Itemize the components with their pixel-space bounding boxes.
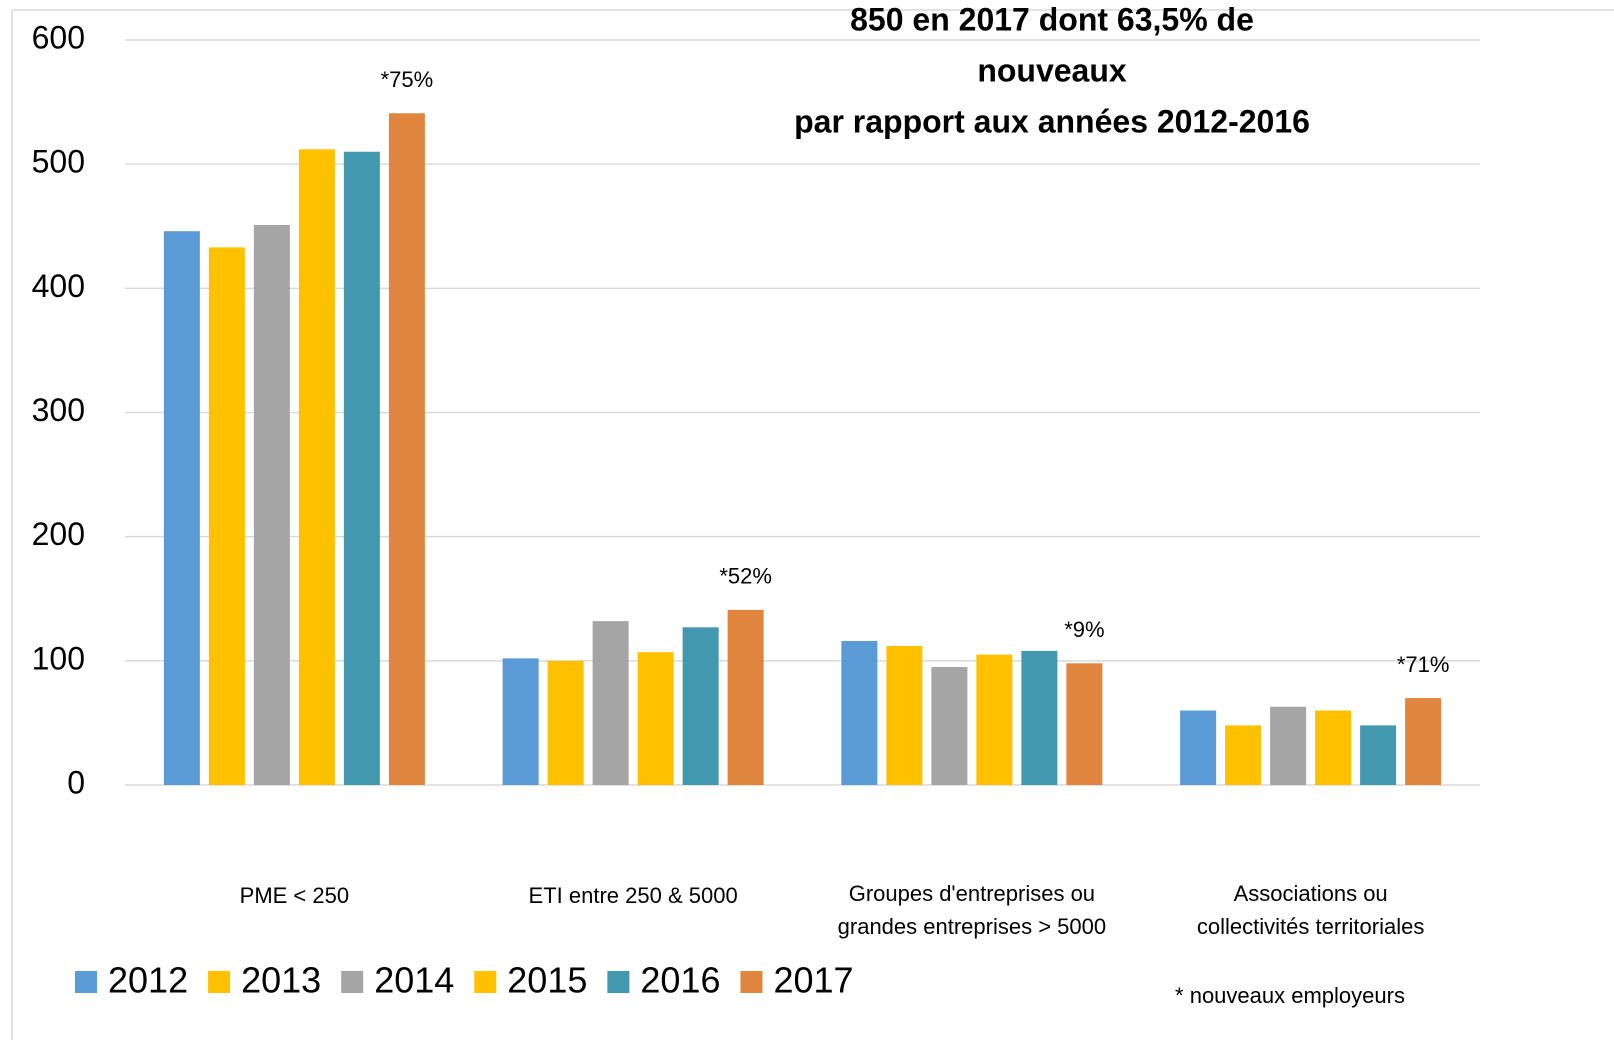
bar [1360, 725, 1397, 785]
bar [208, 247, 245, 785]
x-tick-label: Associations ou [1234, 881, 1388, 906]
bar [1066, 663, 1103, 785]
bar [388, 113, 425, 786]
legend-swatch [607, 971, 630, 993]
bar [727, 609, 764, 785]
legend-label: 2012 [108, 960, 188, 1001]
legend-swatch [740, 971, 763, 993]
legend-swatch [208, 971, 231, 993]
bar [1225, 725, 1262, 785]
x-tick-label: Groupes d'entreprises ou [849, 881, 1095, 906]
bar [1315, 710, 1352, 785]
y-tick-label: 500 [32, 144, 85, 180]
bar [253, 225, 290, 786]
bar [637, 652, 674, 785]
bar [931, 667, 968, 785]
x-tick-label: grandes entreprises > 5000 [838, 914, 1106, 939]
annotation: *71% [1397, 652, 1450, 677]
bar [682, 627, 719, 785]
bar [841, 640, 878, 785]
annotation: *75% [381, 67, 434, 92]
legend-label: 2016 [640, 960, 720, 1001]
bar [502, 658, 539, 785]
chart-title: nouveaux [977, 52, 1127, 88]
annotation: *52% [719, 564, 772, 589]
bar [547, 660, 584, 785]
legend-swatch [474, 971, 497, 993]
bar [343, 151, 380, 785]
footnote: * nouveaux employeurs [1175, 983, 1405, 1008]
legend-swatch [75, 971, 97, 993]
y-tick-label: 0 [67, 764, 85, 800]
bar [592, 621, 629, 785]
y-tick-label: 300 [32, 392, 85, 428]
legend-label: 2017 [773, 960, 853, 1001]
chart-title: 850 en 2017 dont 63,5% de [850, 1, 1254, 37]
y-tick-label: 600 [32, 19, 85, 55]
legend-swatch [341, 971, 364, 993]
x-tick-label: collectivités territoriales [1197, 914, 1424, 939]
bar [298, 149, 335, 785]
y-tick-label: 200 [32, 516, 85, 552]
bar [976, 654, 1013, 785]
legend-label: 2013 [241, 960, 321, 1001]
y-tick-label: 400 [32, 268, 85, 304]
bar [1180, 710, 1217, 785]
annotation: *9% [1064, 617, 1104, 642]
y-tick-label: 100 [32, 640, 85, 676]
bar [1270, 706, 1307, 785]
bar [1405, 698, 1442, 785]
bar [886, 645, 923, 785]
legend-label: 2015 [507, 960, 587, 1001]
x-tick-label: PME < 250 [240, 883, 349, 908]
legend-label: 2014 [374, 960, 454, 1001]
bar [1021, 650, 1058, 785]
bar [163, 231, 200, 785]
x-tick-label: ETI entre 250 & 5000 [529, 883, 738, 908]
chart-title: par rapport aux années 2012-2016 [794, 103, 1310, 139]
